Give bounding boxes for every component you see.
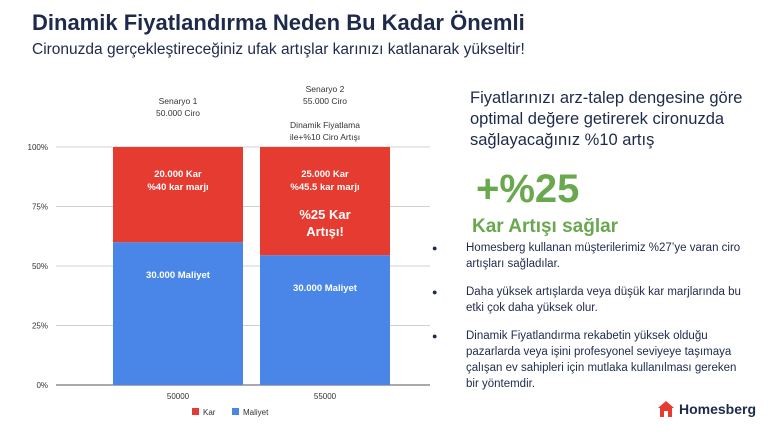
legend-label: Kar [203,408,216,417]
highlight-panel: Fiyatlarınızı arz-talep dengesine göre o… [470,88,760,238]
bar-segment-maliyet [260,255,390,385]
scenario-label: 50.000 Ciro [156,108,200,118]
bullet-item: Daha yüksek artışlarda veya düşük kar ma… [430,284,750,316]
house-logo-icon [657,401,674,417]
data-label: %40 kar marjı [147,182,208,193]
y-tick-label: 100% [28,143,48,152]
x-tick-label: 50000 [167,392,190,401]
stacked-bar-chart: 0% 25% 50% 75% 100% 30.000 Maliyet 20.000 Kar%… [28,84,430,417]
scenario-label: ile+%10 Ciro Artışı [290,132,360,142]
x-tick-label: 55000 [314,392,337,401]
bullet-item: Dinamik Fiyatlandırma rekabetin yüksek o… [430,328,750,392]
data-label: 20.000 Kar [154,169,202,180]
scenario-label: Dinamik Fiyatlama [290,120,360,130]
bullet-list: Homesberg kullanan müşterilerimiz %27’ye… [430,240,750,404]
scenario-label: Senaryo 1 [159,96,198,106]
data-label: 30.000 Maliyet [146,270,211,281]
y-tick-label: 75% [32,203,48,212]
chart-area: 0% 25% 50% 75% 100% 30.000 Maliyet 20.000 Kar%… [28,84,430,417]
data-label: 30.000 Maliyet [293,283,358,294]
y-tick-label: 50% [32,262,48,271]
y-tick-label: 25% [32,322,48,331]
scenario-label: 55.000 Ciro [303,96,347,106]
brand-logo: Homesberg [657,400,756,418]
big-number-caption: Kar Artışı sağlar [472,216,619,237]
bar-segment-kar [113,147,243,243]
bar-annotation: Artışı! [306,224,344,239]
page-subtitle: Cironuzda gerçekleştireceğiniz ufak artı… [32,41,525,58]
legend-label: Maliyet [243,408,269,417]
page-title: Dinamik Fiyatlandırma Neden Bu Kadar Öne… [32,10,525,35]
legend-swatch-kar [192,408,199,415]
big-number: +%25 [476,167,580,211]
y-tick-label: 0% [36,381,48,390]
bar-segment-kar [260,147,390,256]
bar-annotation: %25 Kar [299,207,350,222]
scenario-label: Senaryo 2 [306,84,345,94]
data-label: 25.000 Kar [301,169,349,180]
brand-name: Homesberg [678,401,756,417]
lead-text: Fiyatlarınızı arz-talep dengesine göre o… [470,89,743,149]
data-label: %45.5 kar marjı [290,182,359,193]
bar-segment-maliyet [113,242,243,385]
legend-swatch-maliyet [232,408,239,415]
bullet-item: Homesberg kullanan müşterilerimiz %27’ye… [430,240,750,272]
